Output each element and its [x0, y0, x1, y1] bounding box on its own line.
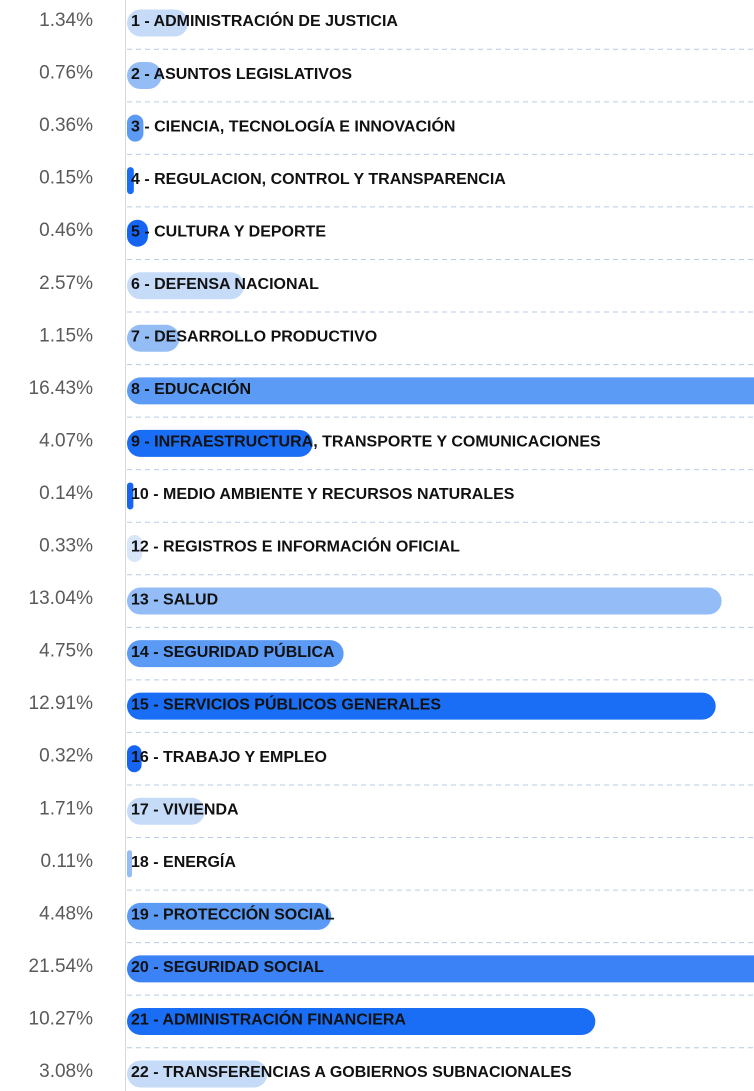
- value-label: 0.46%: [39, 220, 93, 241]
- category-label: 10 - MEDIO AMBIENTE Y RECURSOS NATURALES: [131, 486, 515, 503]
- value-label: 4.48%: [39, 903, 93, 924]
- category-label: 2 - ASUNTOS LEGISLATIVOS: [131, 66, 352, 83]
- bar: [127, 167, 134, 195]
- bar: [127, 9, 189, 37]
- value-label: 1.71%: [39, 798, 93, 819]
- bar: [127, 114, 144, 142]
- category-label: 17 - VIVIENDA: [131, 801, 239, 818]
- bar: [127, 692, 716, 720]
- category-label: 7 - DESARROLLO PRODUCTIVO: [131, 329, 377, 346]
- category-label: 12 - REGISTROS E INFORMACIÓN OFICIAL: [131, 537, 460, 556]
- category-label: 6 - DEFENSA NACIONAL: [131, 276, 319, 293]
- value-label: 12.91%: [29, 693, 94, 714]
- value-label: 0.76%: [39, 63, 93, 84]
- category-label: 13 - SALUD: [131, 591, 218, 608]
- bar: [127, 1060, 268, 1088]
- bar: [127, 62, 162, 90]
- bar: [127, 1007, 596, 1035]
- bar: [127, 587, 722, 615]
- category-label: 1 - ADMINISTRACIÓN DE JUSTICIA: [131, 11, 398, 30]
- category-label: 15 - SERVICIOS PÚBLICOS GENERALES: [131, 694, 441, 713]
- bar: [127, 797, 205, 825]
- bar: [127, 745, 142, 773]
- bar: [127, 482, 134, 510]
- value-label: 0.32%: [39, 746, 93, 767]
- bar: [127, 850, 133, 878]
- category-label: 16 - TRABAJO Y EMPLEO: [131, 749, 327, 766]
- value-label: 3.08%: [39, 1061, 93, 1082]
- bar: [127, 902, 332, 930]
- value-label: 2.57%: [39, 273, 93, 294]
- category-label: 4 - REGULACION, CONTROL Y TRANSPARENCIA: [131, 171, 506, 188]
- value-label: 21.54%: [29, 956, 94, 977]
- bar: [127, 377, 754, 405]
- value-label: 0.11%: [41, 851, 94, 872]
- value-label: 1.15%: [39, 325, 93, 346]
- value-label: 16.43%: [29, 378, 94, 399]
- value-label: 13.04%: [29, 588, 94, 609]
- bar: [127, 324, 180, 352]
- value-label: 0.33%: [39, 536, 93, 557]
- bar: [127, 219, 148, 247]
- category-label: 20 - SEGURIDAD SOCIAL: [131, 959, 324, 976]
- category-label: 9 - INFRAESTRUCTURA, TRANSPORTE Y COMUNI…: [131, 434, 601, 451]
- value-label: 0.15%: [39, 168, 93, 189]
- value-label: 0.36%: [39, 115, 93, 136]
- category-label: 5 - CULTURA Y DEPORTE: [131, 223, 326, 240]
- value-label: 4.75%: [39, 641, 93, 662]
- value-label: 4.07%: [39, 430, 93, 451]
- category-label: 18 - ENERGÍA: [131, 852, 236, 871]
- category-label: 14 - SEGURIDAD PÚBLICA: [131, 642, 335, 661]
- bar: [127, 272, 245, 300]
- category-label: 3 - CIENCIA, TECNOLOGÍA E INNOVACIÓN: [131, 116, 455, 135]
- bar: [127, 429, 313, 457]
- category-label: 19 - PROTECCIÓN SOCIAL: [131, 905, 335, 924]
- bar: [127, 955, 754, 983]
- bar: [127, 535, 143, 562]
- category-label: 8 - EDUCACIÓN: [131, 379, 251, 398]
- category-label: 22 - TRANSFERENCIAS A GOBIERNOS SUBNACIO…: [131, 1064, 572, 1081]
- value-label: 10.27%: [29, 1008, 94, 1029]
- category-label: 21 - ADMINISTRACIÓN FINANCIERA: [131, 1010, 406, 1029]
- value-label: 1.34%: [39, 10, 93, 31]
- value-label: 0.14%: [39, 483, 93, 504]
- bar: [127, 640, 344, 668]
